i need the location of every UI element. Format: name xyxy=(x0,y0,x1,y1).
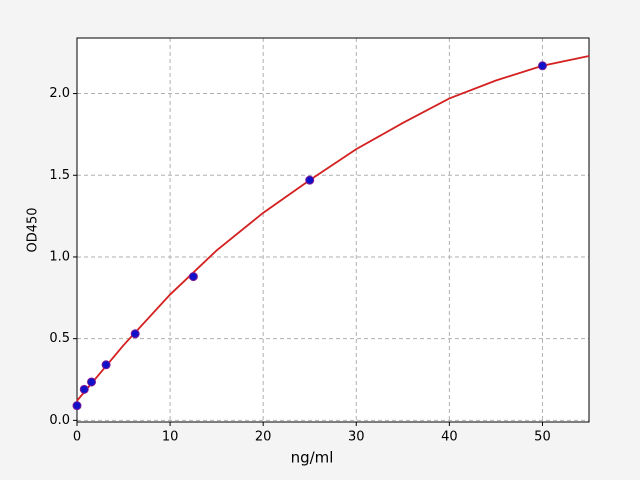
fit-curve xyxy=(76,55,590,402)
y-axis-label: OD450 xyxy=(26,207,41,252)
data-point xyxy=(79,384,89,394)
data-point xyxy=(72,401,82,411)
data-point xyxy=(101,360,111,370)
y-tick-label: 0.0 xyxy=(49,413,70,428)
x-tick-label: 20 xyxy=(255,430,272,445)
data-point xyxy=(305,175,315,185)
x-tick-label: 50 xyxy=(534,430,551,445)
data-point xyxy=(188,272,198,282)
x-axis-label: ng/ml xyxy=(291,449,334,467)
plot-frame xyxy=(76,37,590,423)
plot-area xyxy=(77,38,589,422)
x-tick-label: 10 xyxy=(162,430,179,445)
x-tick-label: 30 xyxy=(348,430,365,445)
data-point xyxy=(130,329,140,339)
x-tick-label: 0 xyxy=(73,430,81,445)
y-tick-label: 2.0 xyxy=(49,86,70,101)
data-point xyxy=(537,61,547,71)
data-point xyxy=(87,377,97,387)
y-tick-label: 0.5 xyxy=(49,331,70,346)
x-tick-label: 40 xyxy=(441,430,458,445)
y-tick-label: 1.5 xyxy=(49,168,70,183)
y-tick-label: 1.0 xyxy=(49,249,70,264)
